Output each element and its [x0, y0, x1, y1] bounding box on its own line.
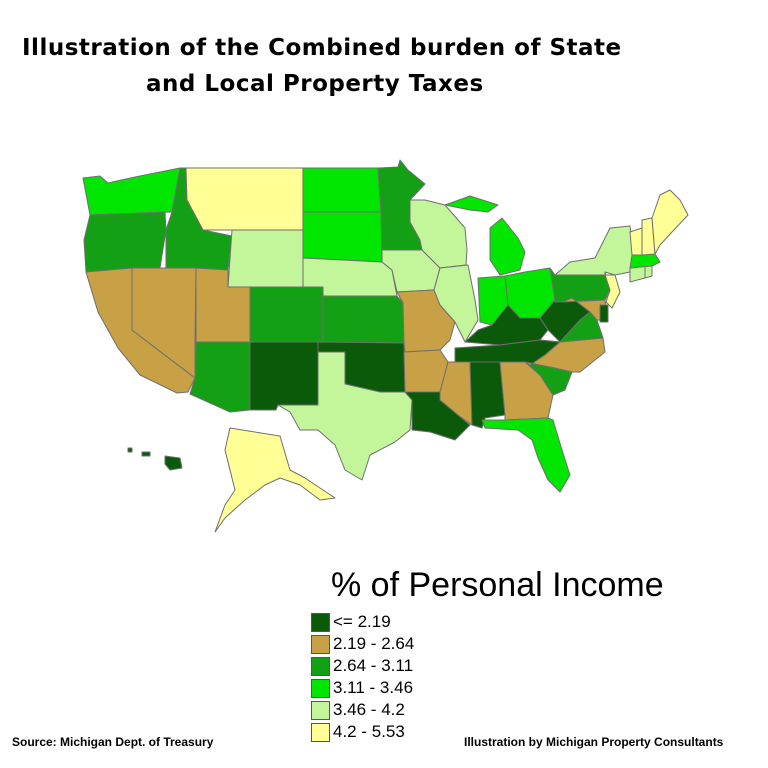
- state-fl: [481, 417, 571, 493]
- state-wa: [82, 167, 181, 216]
- state-ct: [629, 265, 646, 283]
- legend-title: % of Personal Income: [331, 566, 664, 604]
- legend-swatch: [311, 722, 330, 742]
- credit-note: Illustration by Michigan Property Consul…: [464, 735, 724, 749]
- legend: <= 2.19 2.19 - 2.64 2.64 - 3.11 3.11 - 3…: [311, 611, 414, 743]
- state-ri: [644, 265, 653, 279]
- legend-swatch: [311, 678, 330, 698]
- state-nm: [249, 341, 319, 411]
- legend-label: 3.11 - 3.46: [333, 678, 414, 697]
- legend-label: <= 2.19: [333, 612, 391, 631]
- state-nv: [131, 267, 197, 379]
- title-line-2: and Local Property Taxes: [146, 71, 484, 97]
- state-tx: [277, 351, 413, 481]
- state-me: [651, 189, 689, 255]
- state-id: [165, 167, 233, 271]
- state-co: [249, 286, 324, 343]
- state-sd: [302, 211, 383, 263]
- legend-label: 2.19 - 2.64: [333, 634, 415, 653]
- state-mi: [444, 195, 526, 276]
- state-ma: [629, 253, 661, 269]
- state-de: [599, 304, 609, 323]
- state-md: [561, 297, 609, 321]
- state-az: [189, 341, 251, 413]
- state-vt: [629, 227, 643, 256]
- title-line-1: Illustration of the Combined burden of S…: [22, 35, 622, 61]
- state-nd: [302, 167, 382, 213]
- legend-swatch: [311, 656, 330, 676]
- source-note: Source: Michigan Dept. of Treasury: [12, 735, 214, 749]
- legend-item: 3.46 - 4.2: [311, 699, 414, 721]
- legend-swatch: [311, 634, 330, 654]
- legend-swatch: [311, 612, 330, 632]
- legend-item: 2.19 - 2.64: [311, 633, 414, 655]
- state-wy: [227, 229, 304, 288]
- legend-label: 4.2 - 5.53: [333, 722, 405, 741]
- state-al: [469, 361, 506, 429]
- legend-item: 3.11 - 3.46: [311, 677, 414, 699]
- state-hi: [127, 447, 183, 471]
- state-ak: [214, 427, 336, 533]
- state-nc: [524, 337, 606, 373]
- state-or: [83, 211, 167, 273]
- state-mt: [185, 167, 304, 231]
- state-ny: [554, 225, 635, 276]
- legend-label: 2.64 - 3.11: [333, 656, 414, 675]
- legend-swatch: [311, 700, 330, 720]
- legend-item: 4.2 - 5.53: [311, 721, 414, 743]
- legend-label: 3.46 - 4.2: [333, 700, 405, 719]
- legend-item: <= 2.19: [311, 611, 414, 633]
- legend-item: 2.64 - 3.11: [311, 655, 414, 677]
- state-ks: [322, 295, 405, 344]
